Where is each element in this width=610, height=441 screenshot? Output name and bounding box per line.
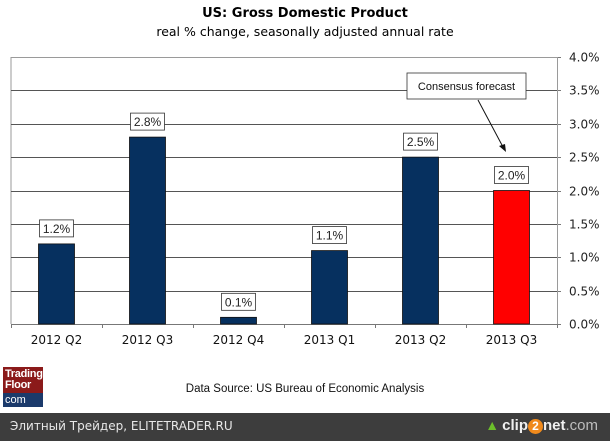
- brand-pre: clip: [502, 417, 528, 434]
- bar-2012-q2: [38, 243, 75, 325]
- footer-site-text: Элитный Трейдер, ELITETRADER.RU: [10, 419, 233, 433]
- data-label: 2.8%: [134, 115, 162, 129]
- annotation-arrow-line: [477, 99, 504, 148]
- data-label-box: [403, 132, 438, 151]
- data-label-box: [221, 292, 256, 311]
- y-tick-label: 2.5%: [569, 151, 600, 165]
- upload-arrow-icon: ▲: [485, 417, 500, 433]
- y-tick-label: 2.0%: [569, 185, 600, 199]
- bar-2013-q3: [493, 190, 530, 325]
- chart-title: US: Gross Domestic Product: [202, 6, 408, 21]
- data-label-box: [312, 226, 347, 244]
- bar-2012-q3: [129, 136, 166, 325]
- x-tick-label: 2013 Q3: [486, 333, 537, 347]
- y-tick-label: 4.0%: [569, 51, 600, 65]
- x-tick-label: 2013 Q1: [304, 333, 355, 347]
- footer-bar: Элитный Трейдер, ELITETRADER.RU ▲ clip 2 ne…: [0, 413, 610, 441]
- x-tick-label: 2012 Q2: [31, 333, 82, 347]
- data-label-box: [39, 219, 74, 238]
- y-tick-label: 1.0%: [569, 251, 600, 265]
- bar-2013-q1: [311, 250, 348, 325]
- x-tick-label: 2012 Q3: [122, 333, 173, 347]
- clip2net-brand: ▲ clip 2 net.com: [485, 417, 598, 434]
- y-tick-label: 1.5%: [569, 218, 600, 232]
- logo-line3: com: [3, 393, 43, 407]
- bar-2013-q2: [402, 156, 439, 325]
- x-tick-label: 2012 Q4: [213, 333, 264, 347]
- annotation-box: [406, 72, 527, 100]
- data-label: 1.1%: [316, 229, 344, 243]
- data-label: 2.0%: [498, 169, 526, 183]
- y-tick-label: 3.0%: [569, 118, 600, 132]
- brand-post: net: [542, 417, 566, 434]
- logo-line2: Floor: [5, 379, 31, 391]
- data-label-box: [494, 166, 529, 184]
- brand-num: 2: [527, 419, 543, 434]
- chart-subtitle: real % change, seasonally adjusted annua…: [156, 24, 454, 39]
- data-label: 2.5%: [407, 135, 435, 149]
- data-label: 0.1%: [225, 295, 253, 309]
- logo-line1: Trading: [5, 368, 43, 380]
- y-tick-label: 3.5%: [569, 84, 600, 98]
- data-label-box: [130, 112, 165, 131]
- bar-2012-q4: [220, 316, 257, 325]
- data-label: 1.2%: [43, 222, 71, 236]
- annotation-text: Consensus forecast: [418, 81, 515, 93]
- brand-domain: .com: [565, 417, 598, 434]
- annotation-arrowhead: [499, 144, 506, 152]
- gdp-bar-chart: 0.0% 0.5% 1.0% 1.5% 2.0% 2.5% 3.0% 3.5% 4.0% 1.2%…: [10, 51, 600, 347]
- tradingfloor-logo: Trading Floor com: [3, 367, 43, 407]
- x-tick-label: 2013 Q2: [395, 333, 446, 347]
- y-tick-label: 0.0%: [569, 318, 600, 332]
- data-source: Data Source: US Bureau of Economic Analy…: [185, 383, 425, 395]
- y-tick-label: 0.5%: [569, 285, 600, 299]
